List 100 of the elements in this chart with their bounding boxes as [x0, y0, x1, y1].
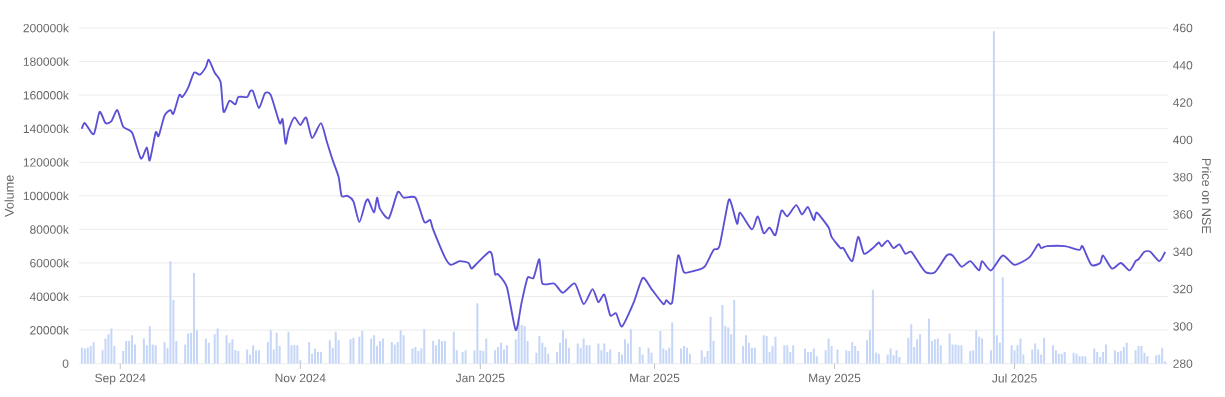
- x-tick-label: Mar 2025: [630, 373, 680, 383]
- line-series: [80, 58, 1167, 332]
- bar: [1125, 342, 1128, 364]
- bar: [750, 347, 753, 364]
- bar: [1119, 351, 1122, 364]
- bar: [461, 352, 464, 364]
- bar: [381, 338, 384, 364]
- bar: [423, 329, 426, 364]
- y2-tick-label: 380: [1173, 173, 1193, 182]
- bar: [110, 328, 113, 364]
- bar: [1105, 344, 1108, 364]
- bar: [733, 300, 736, 364]
- bar: [1161, 347, 1164, 364]
- bar: [538, 336, 541, 364]
- bar: [252, 345, 255, 364]
- bar: [919, 334, 922, 364]
- bar: [721, 305, 724, 364]
- bar: [370, 338, 373, 364]
- y-tick-label: 100000k: [23, 191, 69, 201]
- bar: [665, 350, 668, 364]
- bar: [1043, 337, 1046, 364]
- bar: [237, 351, 240, 364]
- bar: [225, 335, 228, 364]
- bar: [390, 342, 393, 364]
- bar: [1096, 352, 1099, 364]
- bar: [393, 344, 396, 364]
- y2-tick-label: 340: [1173, 247, 1193, 257]
- bar: [836, 349, 839, 364]
- bar: [246, 349, 249, 364]
- bar: [104, 338, 107, 364]
- bar: [809, 352, 812, 364]
- y2-tick-label: 460: [1173, 23, 1193, 33]
- bar: [895, 350, 898, 364]
- bar: [671, 322, 674, 364]
- y-tick-label: 120000k: [23, 158, 69, 167]
- bar: [275, 332, 278, 364]
- y2-tick-label: 420: [1173, 98, 1193, 107]
- y2-tick-label: 300: [1173, 322, 1193, 331]
- bar: [1019, 338, 1022, 364]
- bar: [910, 324, 913, 364]
- bar: [500, 342, 502, 364]
- bar: [125, 341, 128, 364]
- bar: [1116, 352, 1119, 364]
- bar: [314, 348, 317, 364]
- y-tick-label: 80000k: [30, 225, 69, 234]
- bar: [948, 333, 951, 364]
- bar: [1134, 350, 1137, 364]
- bar: [204, 338, 207, 364]
- y-tick-label: 0: [62, 359, 69, 369]
- bar: [1093, 348, 1096, 364]
- x-tick-label: Nov 2024: [275, 373, 326, 383]
- bar: [709, 316, 712, 364]
- bar: [373, 335, 376, 364]
- bar: [806, 352, 809, 364]
- bar: [851, 342, 854, 364]
- y-tick-label: 160000k: [23, 90, 69, 100]
- bar: [89, 346, 92, 364]
- bar: [1060, 353, 1063, 364]
- bar: [432, 341, 435, 364]
- bar: [765, 336, 768, 364]
- bar: [582, 338, 585, 364]
- bar: [597, 343, 600, 364]
- bar: [1122, 347, 1125, 364]
- bar: [1063, 352, 1066, 364]
- bar: [193, 273, 196, 364]
- bar: [804, 348, 807, 364]
- bar: [328, 340, 331, 364]
- bar: [399, 330, 402, 364]
- bar: [576, 343, 579, 364]
- bar: [927, 318, 930, 364]
- bar: [975, 330, 978, 364]
- y-tick-label: 40000k: [29, 292, 69, 302]
- bar: [169, 261, 172, 364]
- bar: [647, 347, 650, 364]
- bar: [629, 329, 632, 364]
- y-tick-label: 180000k: [23, 57, 69, 67]
- bar: [148, 326, 151, 364]
- bar: [1084, 356, 1087, 364]
- bar: [1034, 343, 1037, 364]
- bar: [659, 331, 662, 364]
- bar: [83, 348, 86, 364]
- bar: [334, 331, 337, 364]
- bar: [464, 350, 467, 364]
- x-tick-label: Jul 2025: [992, 373, 1037, 383]
- bar: [80, 347, 83, 364]
- bar: [378, 341, 381, 364]
- bar: [361, 331, 364, 364]
- x-tick-label: May 2025: [809, 373, 861, 385]
- y2-tick-label: 360: [1173, 210, 1193, 219]
- bar: [1113, 350, 1116, 364]
- y2-tick-label: 400: [1173, 135, 1193, 145]
- y-axis-title: Volume: [4, 175, 14, 218]
- bar: [786, 345, 789, 364]
- bar: [638, 347, 641, 364]
- y2-tick-label: 320: [1173, 285, 1193, 294]
- bar: [505, 345, 508, 364]
- y-tick-label: 140000k: [23, 124, 69, 134]
- bar: [523, 326, 526, 364]
- y2-tick-label: 280: [1173, 359, 1193, 369]
- bar: [1001, 277, 1004, 364]
